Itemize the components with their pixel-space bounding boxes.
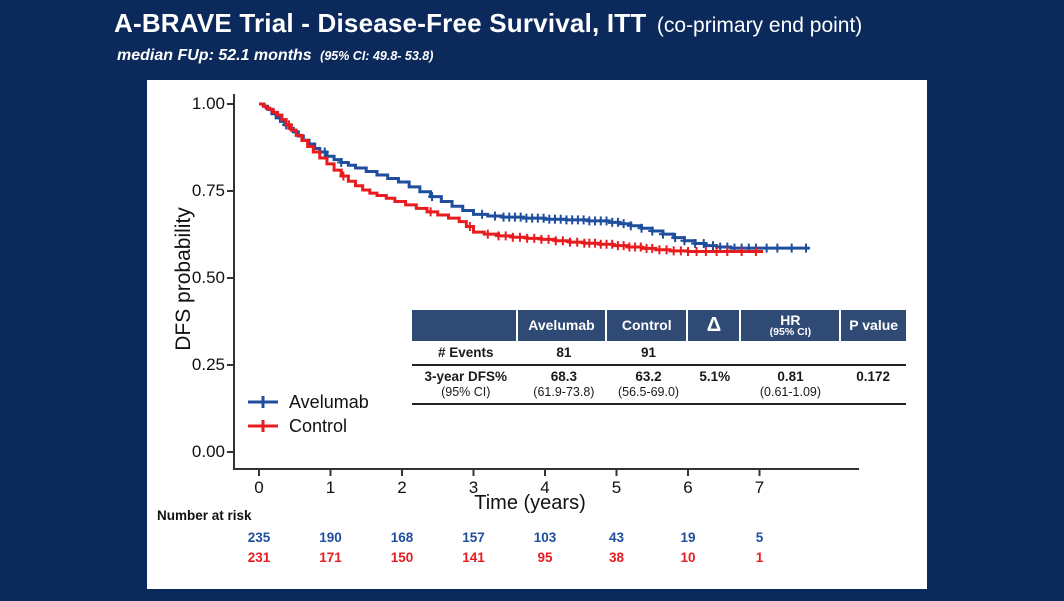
legend: Avelumab Control	[247, 390, 369, 438]
subtitle-ci: (95% CI: 49.8- 53.8)	[320, 49, 434, 63]
y-tick-label: 0.25	[191, 355, 225, 374]
table-row-events: # Events 81 91	[412, 341, 906, 366]
dfs-label-line2: (95% CI)	[441, 384, 491, 399]
header-hr-line2: (95% CI)	[769, 326, 812, 339]
y-tick-label: 0.50	[191, 268, 225, 287]
risk-count-avelumab: 103	[533, 530, 557, 545]
risk-count-avelumab: 190	[319, 530, 342, 545]
risk-count-control: 231	[247, 550, 271, 565]
events-label: # Events	[438, 344, 494, 360]
legend-item-avelumab: Avelumab	[247, 390, 369, 414]
header-hr-line1: HR	[780, 311, 801, 328]
risk-count-control: 38	[608, 550, 625, 565]
risk-count-avelumab: 43	[608, 530, 625, 545]
dfs-control: 63.2 (56.5-69.0)	[608, 369, 689, 399]
risk-count-avelumab: 235	[247, 530, 271, 545]
risk-count-control: 150	[390, 550, 414, 565]
x-tick-label: 5	[611, 478, 622, 497]
header-hr: HR (95% CI)	[741, 310, 840, 341]
legend-item-control: Control	[247, 414, 369, 438]
risk-count-avelumab: 157	[462, 530, 485, 545]
dfs-hr-value: 0.81	[777, 369, 804, 384]
dfs-avelumab-ci: (61.9-73.8)	[533, 384, 595, 399]
events-avelumab: 81	[556, 344, 572, 360]
title-paren: (co-primary end point)	[656, 14, 863, 37]
dfs-control-value: 63.2	[635, 369, 662, 384]
risk-count-avelumab: 19	[680, 530, 696, 545]
risk-count-control: 95	[537, 550, 553, 565]
y-tick-label: 1.00	[191, 94, 225, 113]
x-tick-label: 3	[468, 478, 479, 497]
results-table: Avelumab Control Δ HR (95% CI) P value #…	[412, 310, 906, 405]
subtitle-median-fup: median FUp: 52.1 months	[117, 47, 312, 64]
x-tick-label: 6	[683, 478, 693, 497]
dfs-label-line1: 3-year DFS%	[424, 369, 508, 384]
y-tick-label: 0.00	[191, 442, 225, 461]
dfs-pvalue: 0.172	[856, 369, 891, 384]
dfs-control-ci: (56.5-69.0)	[617, 384, 680, 399]
x-axis-title: Time (years)	[474, 492, 586, 514]
risk-count-control: 10	[680, 550, 696, 565]
page-title: A-BRAVE Trial - Disease-Free Survival, I…	[114, 8, 862, 39]
subtitle: median FUp: 52.1 months (95% CI: 49.8- 5…	[117, 47, 433, 65]
dfs-hr-ci: (0.61-1.09)	[759, 384, 822, 399]
events-control: 91	[641, 344, 657, 360]
legend-label-control: Control	[289, 415, 348, 436]
y-tick-label: 0.75	[191, 181, 225, 200]
risk-count-control: 171	[319, 550, 342, 565]
risk-count-control: 1	[755, 550, 764, 565]
km-plot	[227, 94, 859, 476]
x-tick-label: 1	[325, 478, 336, 497]
dfs-label: 3-year DFS% (95% CI)	[412, 369, 520, 399]
dfs-avelumab-value: 68.3	[550, 369, 578, 384]
header-delta: Δ	[688, 310, 740, 341]
x-tick-label: 7	[754, 478, 765, 497]
header-avelumab: Avelumab	[517, 310, 606, 341]
dfs-delta: 5.1%	[699, 369, 731, 384]
legend-label-avelumab: Avelumab	[289, 391, 369, 412]
risk-count-avelumab: 5	[755, 530, 764, 545]
header-pvalue: P value	[841, 310, 906, 341]
results-table-header: Avelumab Control Δ HR (95% CI) P value	[412, 310, 906, 341]
dfs-hr: 0.81 (0.61-1.09)	[741, 369, 841, 399]
x-tick-label: 0	[254, 478, 264, 497]
control-line-plus-icon	[248, 420, 278, 432]
x-tick-label: 4	[540, 478, 550, 497]
avelumab-line-plus-icon	[248, 396, 278, 408]
dfs-avelumab: 68.3 (61.9-73.8)	[520, 369, 609, 399]
risk-count-control: 141	[462, 550, 485, 565]
table-row-3year-dfs: 3-year DFS% (95% CI) 68.3 (61.9-73.8) 63…	[412, 366, 906, 405]
chart-panel: DFS probability Time (years) Avelumab Co…	[147, 80, 927, 589]
header-empty	[412, 310, 516, 341]
header-control: Control	[607, 310, 687, 341]
number-at-risk-label: Number at risk	[157, 508, 252, 523]
x-tick-label: 2	[397, 478, 407, 497]
km-curve-control	[259, 102, 764, 254]
title-main: A-BRAVE Trial - Disease-Free Survival, I…	[114, 8, 647, 38]
risk-count-avelumab: 168	[390, 530, 414, 545]
